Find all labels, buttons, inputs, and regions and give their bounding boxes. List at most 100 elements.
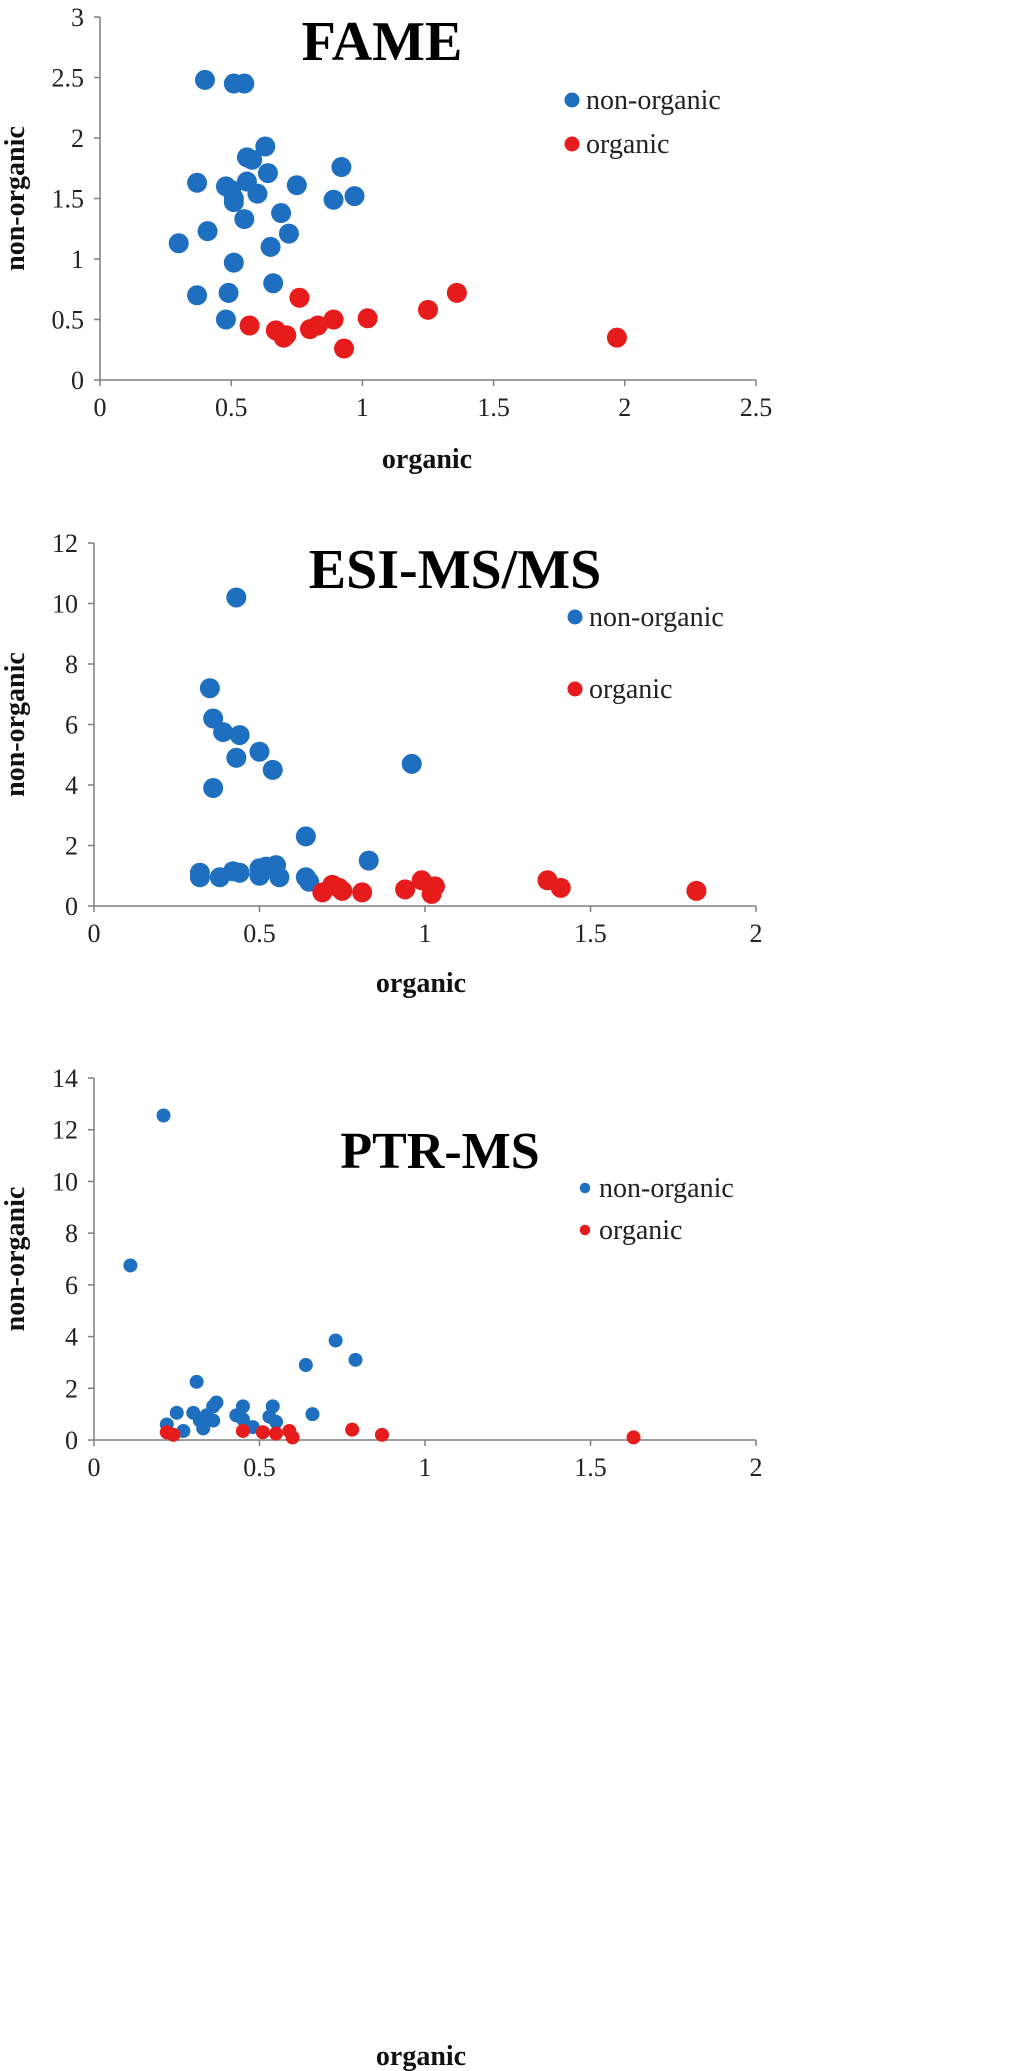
- x-tick-label: 2: [750, 919, 763, 948]
- y-tick-label: 1.5: [52, 185, 85, 214]
- data-point-organic: [273, 327, 294, 348]
- data-point-organic: [418, 299, 438, 320]
- data-point-organic: [255, 1425, 270, 1440]
- data-point-non-organic: [169, 1405, 184, 1420]
- series-non-organic: [189, 587, 422, 892]
- data-point-organic: [345, 1422, 360, 1437]
- data-point-non-organic: [263, 273, 284, 294]
- chart-panel-ptr-ms: PTR-MS0 0.5 1 1.5 202468101214organicnon-org…: [0, 1064, 763, 2071]
- data-point-non-organic: [123, 1258, 138, 1273]
- data-point-non-organic: [206, 1413, 221, 1428]
- legend-marker-organic: [579, 1224, 591, 1236]
- data-point-non-organic: [257, 163, 278, 184]
- data-point-non-organic: [189, 867, 210, 888]
- data-point-non-organic: [249, 865, 270, 886]
- data-point-organic: [446, 282, 467, 303]
- x-tick-label: 1: [356, 393, 369, 422]
- y-tick-label: 6: [65, 1271, 78, 1300]
- x-tick-label: 1.5: [574, 1453, 607, 1482]
- y-tick-label: 0: [71, 366, 84, 395]
- data-point-non-organic: [331, 157, 352, 178]
- x-tick-label: 1: [419, 919, 432, 948]
- y-tick-label: 1: [71, 245, 84, 274]
- data-point-non-organic: [218, 282, 239, 303]
- data-point-organic: [323, 309, 344, 330]
- y-tick-label: 10: [52, 590, 78, 619]
- x-axis-label: organic: [382, 444, 472, 475]
- data-point-non-organic: [234, 73, 255, 94]
- data-point-non-organic: [189, 1374, 204, 1389]
- chart-title: ESI-MS/MS: [309, 539, 602, 601]
- x-axis-label: organic: [376, 2041, 466, 2071]
- data-point-non-organic: [194, 69, 215, 90]
- legend-marker-non-organic: [564, 92, 580, 108]
- data-point-non-organic: [298, 1358, 313, 1373]
- x-tick-label: 0.5: [243, 1453, 276, 1482]
- legend-label-organic: organic: [589, 674, 672, 705]
- y-tick-label: 8: [65, 1219, 78, 1248]
- data-point-non-organic: [226, 747, 247, 768]
- data-point-non-organic: [295, 826, 316, 847]
- y-tick-label: 0: [65, 1426, 78, 1455]
- data-point-non-organic: [213, 722, 234, 743]
- data-point-non-organic: [196, 1421, 211, 1436]
- data-point-non-organic: [229, 862, 250, 883]
- data-point-non-organic: [255, 136, 276, 157]
- y-tick-label: 6: [65, 711, 78, 740]
- x-tick-label: 0: [88, 1453, 101, 1482]
- data-point-organic: [686, 880, 707, 901]
- x-tick-label: 1.5: [574, 919, 607, 948]
- data-point-organic: [550, 877, 571, 898]
- x-tick-label: 0: [94, 393, 107, 422]
- y-axis-label: non-organic: [0, 126, 31, 271]
- data-point-non-organic: [328, 1333, 343, 1348]
- y-tick-label: 10: [52, 1167, 78, 1196]
- data-point-organic: [289, 287, 310, 308]
- series-organic: [159, 1422, 641, 1445]
- legend-marker-organic: [564, 136, 580, 152]
- data-point-non-organic: [156, 1108, 171, 1123]
- y-tick-label: 14: [52, 1064, 78, 1093]
- y-tick-label: 2.5: [52, 64, 85, 93]
- legend-marker-organic: [567, 681, 583, 697]
- legend-label-organic: organic: [599, 1215, 682, 1246]
- data-point-non-organic: [209, 867, 230, 888]
- legend-label-non-organic: non-organic: [586, 85, 721, 116]
- chart-title: PTR-MS: [340, 1123, 539, 1180]
- data-point-non-organic: [358, 850, 379, 871]
- y-axis-label: non-organic: [0, 1187, 31, 1332]
- x-tick-label: 2: [618, 393, 631, 422]
- data-point-non-organic: [247, 183, 268, 204]
- legend: non-organic organic: [564, 85, 721, 160]
- y-tick-label: 8: [65, 650, 78, 679]
- data-point-non-organic: [242, 149, 263, 170]
- data-point-non-organic: [323, 189, 344, 210]
- y-tick-label: 2: [65, 832, 78, 861]
- y-tick-label: 2: [71, 124, 84, 153]
- series-organic: [239, 282, 627, 359]
- data-point-organic: [334, 338, 355, 359]
- data-point-organic: [352, 882, 373, 903]
- series-organic: [312, 870, 707, 904]
- x-tick-label: 2.5: [740, 393, 773, 422]
- x-tick-label: 0: [88, 919, 101, 948]
- y-tick-label: 4: [65, 771, 78, 800]
- x-tick-label: 0.5: [215, 393, 248, 422]
- legend-marker-non-organic: [567, 609, 583, 625]
- chart-panel-esi-ms-ms: ESI-MS/MS0 0.5 1 1.5 2024681012organicnon-or…: [0, 529, 763, 999]
- data-point-organic: [395, 879, 416, 900]
- data-point-organic: [374, 1427, 389, 1442]
- legend-marker-non-organic: [579, 1182, 591, 1194]
- data-point-non-organic: [235, 1412, 250, 1427]
- data-point-non-organic: [223, 192, 244, 213]
- data-point-non-organic: [215, 309, 236, 330]
- data-point-non-organic: [305, 1407, 320, 1422]
- x-tick-label: 0.5: [243, 919, 276, 948]
- data-point-non-organic: [269, 867, 290, 888]
- data-point-organic: [299, 319, 320, 340]
- x-tick-label: 1: [419, 1453, 432, 1482]
- data-point-non-organic: [278, 223, 299, 244]
- data-point-non-organic: [168, 233, 189, 254]
- y-tick-label: 0: [65, 892, 78, 921]
